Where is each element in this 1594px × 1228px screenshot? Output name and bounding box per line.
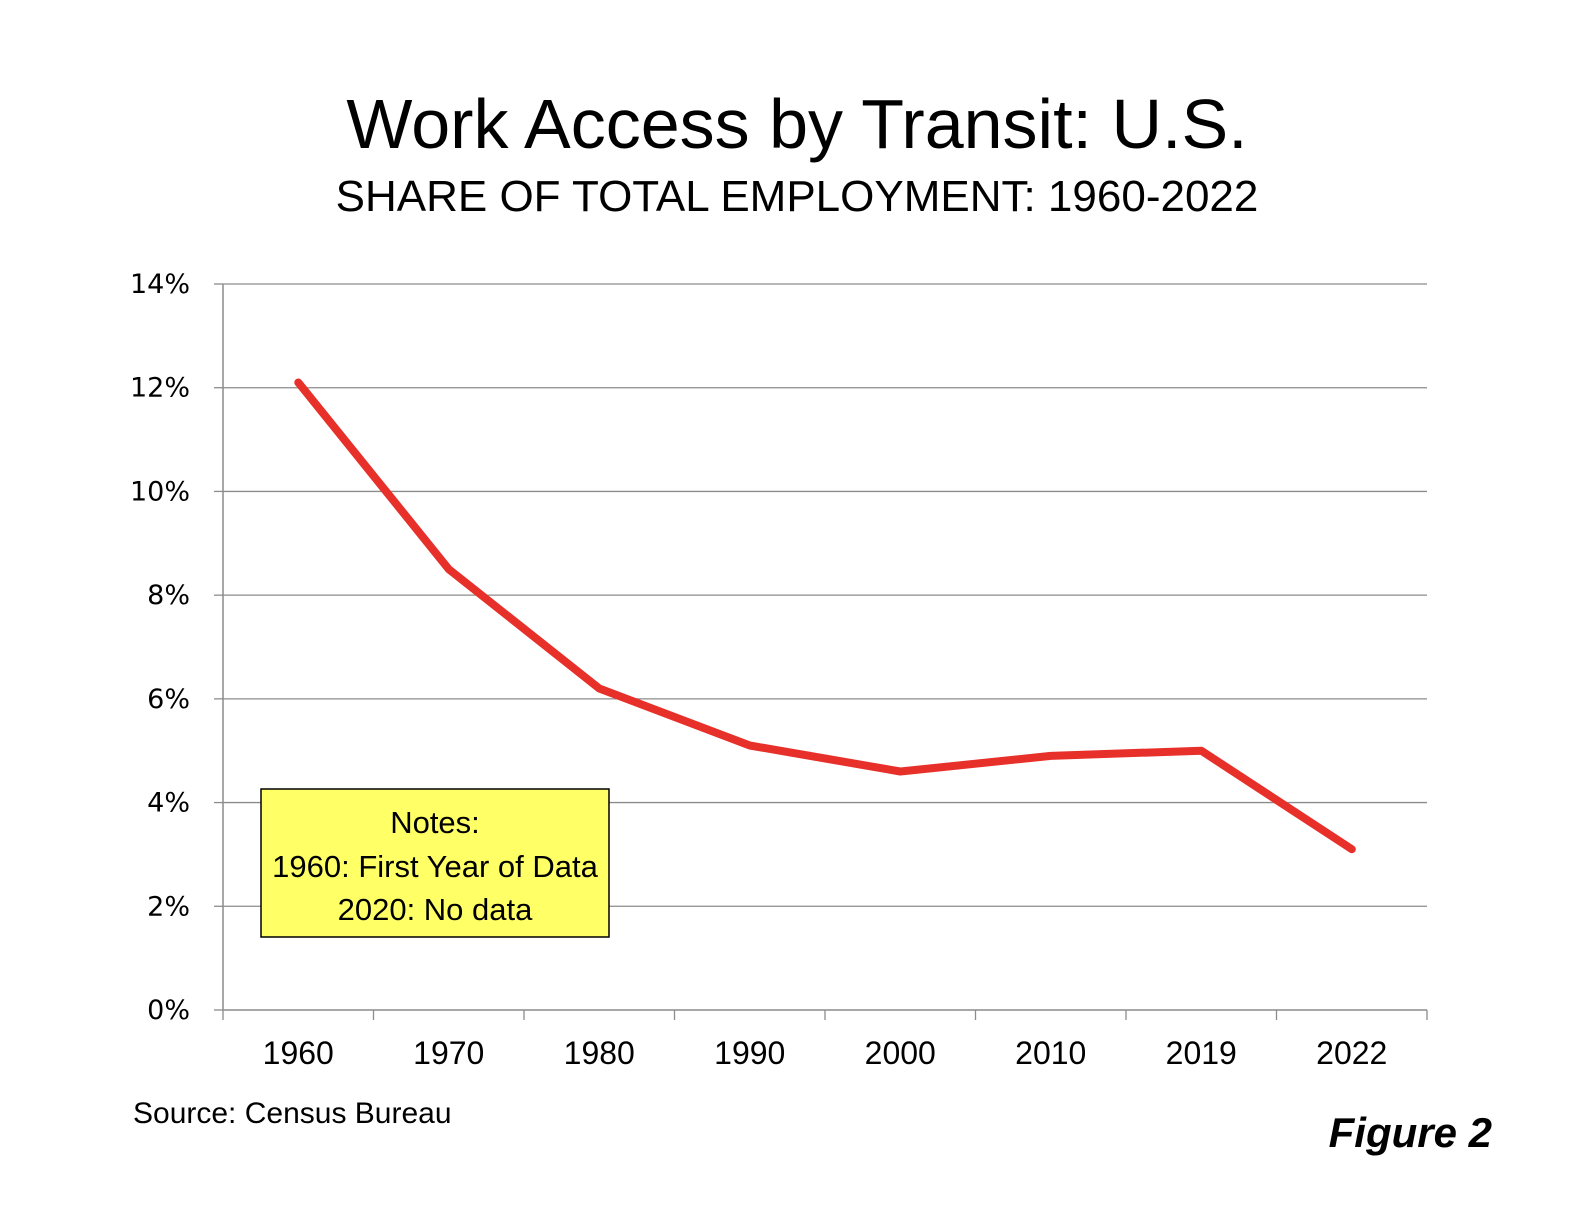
y-tick-label-4: 4% [147,788,190,819]
y-tick-labels: 0% 2% 4% 6% 8% 10% 12% 14% [130,269,190,1026]
series-line-0 [294,378,1356,854]
y-tick-label-14: 14% [130,269,190,300]
y-tick-label-12: 12% [130,373,190,404]
chart-title: Work Access by Transit: U.S. [346,85,1247,163]
x-tick-label-2022: 2022 [1316,1035,1387,1071]
x-tick-label-2010: 2010 [1015,1035,1086,1071]
axes [214,283,1428,1020]
x-tick-label-2019: 2019 [1166,1035,1237,1071]
notes-box: Notes: 1960: First Year of Data 2020: No… [260,788,610,938]
series [294,378,1356,854]
x-tick-label-1960: 1960 [263,1035,334,1071]
x-tick-label-1980: 1980 [564,1035,635,1071]
figure-label: Figure 2 [1329,1109,1492,1156]
x-tick-labels: 1960 1970 1980 1990 2000 2010 2019 2022 [263,1035,1388,1071]
y-tick-label-8: 8% [147,580,190,611]
x-tick-label-2000: 2000 [865,1035,936,1071]
y-tick-label-0: 0% [147,995,190,1026]
source-text: Source: Census Bureau [133,1097,452,1130]
y-tick-label-6: 6% [147,684,190,715]
y-tick-label-10: 10% [130,476,190,507]
notes-no-data: 2020: No data [338,892,534,927]
y-tick-label-2: 2% [147,891,190,922]
notes-heading: Notes: [390,805,480,840]
notes-first-year: 1960: First Year of Data [272,849,598,884]
chart-subtitle: SHARE OF TOTAL EMPLOYMENT: 1960-2022 [336,172,1259,221]
x-tick-label-1990: 1990 [714,1035,785,1071]
x-tick-label-1970: 1970 [413,1035,484,1071]
notes-box-background [260,788,610,938]
